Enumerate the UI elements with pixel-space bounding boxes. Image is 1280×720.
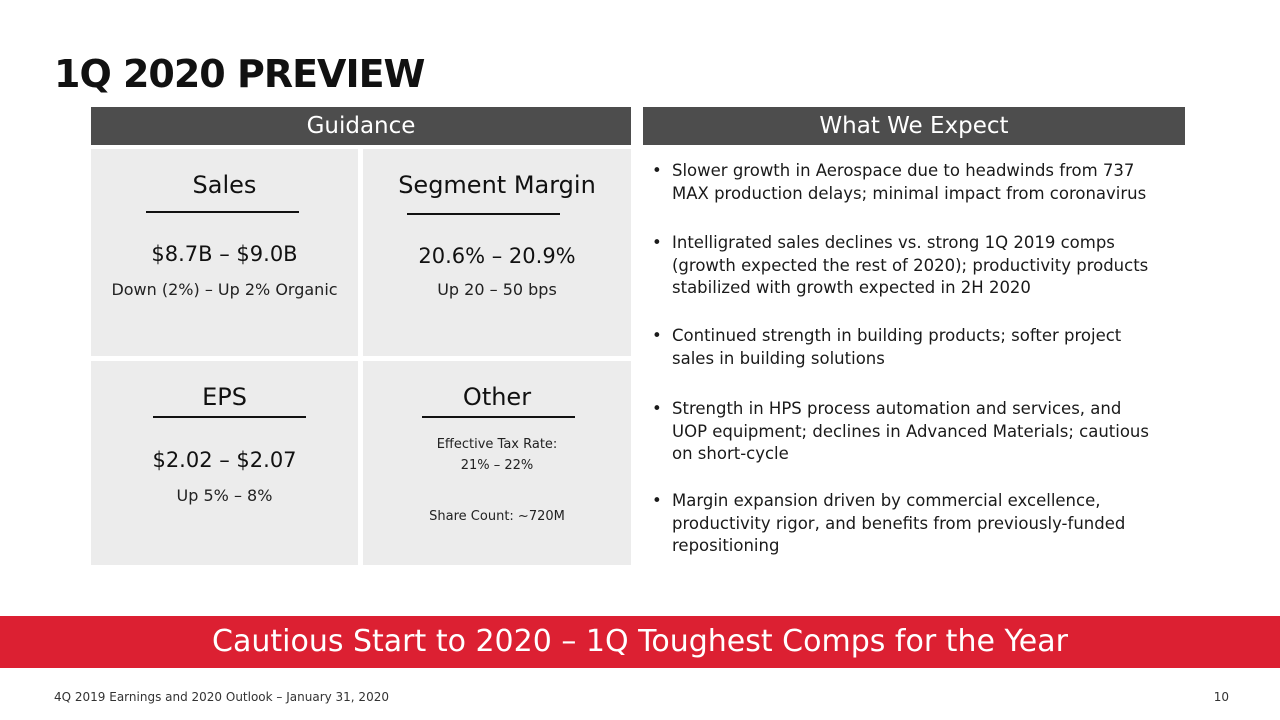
- eps-value: $2.02 – $2.07: [152, 448, 297, 472]
- footer-text: 4Q 2019 Earnings and 2020 Outlook – Janu…: [54, 690, 389, 704]
- guidance-header: Guidance: [91, 107, 631, 145]
- tax-rate-value: 21% – 22%: [460, 458, 534, 473]
- expectation-line: repositioning: [672, 536, 780, 555]
- other-divider: [422, 416, 575, 418]
- expectation-line: Margin expansion driven by commercial ex…: [672, 491, 1101, 510]
- segment-margin-cell: Segment Margin 20.6% – 20.9% Up 20 – 50 …: [363, 149, 631, 356]
- expectation-line: stabilized with growth expected in 2H 20…: [672, 278, 1031, 297]
- share-count: Share Count: ~720M: [429, 509, 565, 524]
- other-cell: Other Effective Tax Rate: 21% – 22% Shar…: [363, 361, 631, 565]
- expectation-line: UOP equipment; declines in Advanced Mate…: [672, 421, 1149, 441]
- bullet-icon: •: [652, 326, 662, 345]
- expectation-item: • Margin expansion driven by commercial …: [650, 490, 1190, 558]
- slide-title: 1Q 2020 PREVIEW: [54, 52, 425, 96]
- eps-cell: EPS $2.02 – $2.07 Up 5% – 8%: [91, 361, 358, 565]
- summary-banner: Cautious Start to 2020 – 1Q Toughest Com…: [0, 616, 1280, 668]
- segment-margin-note: Up 20 – 50 bps: [437, 280, 557, 299]
- sales-label: Sales: [192, 171, 257, 199]
- segment-margin-label: Segment Margin: [398, 171, 596, 199]
- expectation-line: productivity rigor, and benefits from pr…: [672, 513, 1126, 533]
- expectation-item: • Slower growth in Aerospace due to head…: [650, 160, 1190, 205]
- expectation-line: Continued strength in building products;…: [672, 326, 1122, 345]
- expectation-line: Intelligrated sales declines vs. strong …: [672, 233, 1115, 252]
- bullet-icon: •: [652, 399, 662, 418]
- sales-value: $8.7B – $9.0B: [151, 242, 298, 266]
- expectation-item: • Intelligrated sales declines vs. stron…: [650, 232, 1190, 300]
- bullet-icon: •: [652, 491, 662, 510]
- bullet-icon: •: [652, 161, 662, 180]
- eps-note: Up 5% – 8%: [176, 486, 273, 505]
- page-number: 10: [1213, 690, 1229, 704]
- expectation-line: on short-cycle: [672, 444, 789, 463]
- eps-divider: [153, 416, 306, 418]
- segment-margin-value: 20.6% – 20.9%: [418, 244, 576, 268]
- bullet-icon: •: [652, 233, 662, 252]
- eps-label: EPS: [202, 383, 247, 411]
- expectation-item: • Continued strength in building product…: [650, 325, 1190, 370]
- other-label: Other: [462, 383, 532, 411]
- segment-margin-divider: [407, 213, 560, 215]
- sales-cell: Sales $8.7B – $9.0B Down (2%) – Up 2% Or…: [91, 149, 358, 356]
- expectation-line: Slower growth in Aerospace due to headwi…: [672, 161, 1135, 180]
- expectation-line: (growth expected the rest of 2020); prod…: [672, 255, 1149, 275]
- what-we-expect-header: What We Expect: [643, 107, 1185, 145]
- expectation-line: sales in building solutions: [672, 348, 885, 368]
- expectation-line: MAX production delays; minimal impact fr…: [672, 183, 1147, 203]
- expectation-line: Strength in HPS process automation and s…: [672, 399, 1122, 418]
- sales-divider: [146, 211, 299, 213]
- tax-rate-label: Effective Tax Rate:: [436, 437, 558, 452]
- expectation-item: • Strength in HPS process automation and…: [650, 398, 1190, 466]
- sales-note: Down (2%) – Up 2% Organic: [111, 280, 338, 299]
